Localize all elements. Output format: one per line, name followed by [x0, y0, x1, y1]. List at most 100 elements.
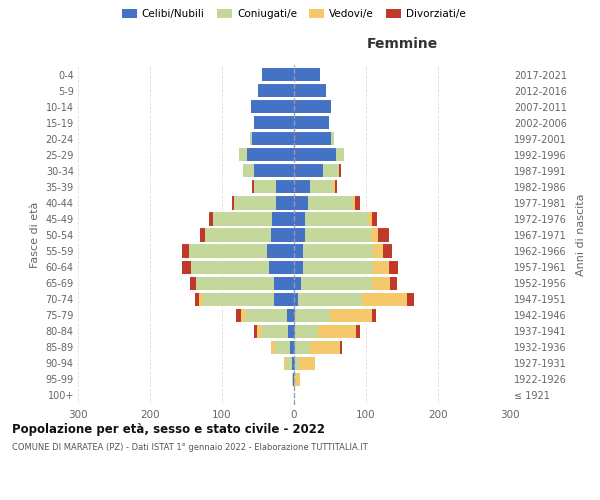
Bar	[199, 292, 203, 306]
Bar	[239, 148, 247, 162]
Legend: Celibi/Nubili, Coniugati/e, Vedovi/e, Divorziati/e: Celibi/Nubili, Coniugati/e, Vedovi/e, Di…	[118, 5, 470, 24]
Bar	[294, 100, 331, 114]
Bar	[372, 308, 376, 322]
Bar	[271, 340, 275, 354]
Bar	[295, 324, 319, 338]
Bar	[389, 260, 398, 274]
Bar	[293, 373, 294, 386]
Bar	[203, 292, 274, 306]
Bar	[232, 196, 234, 209]
Text: COMUNE DI MARATEA (PZ) - Dati ISTAT 1° gennaio 2022 - Elaborazione TUTTITALIA.IT: COMUNE DI MARATEA (PZ) - Dati ISTAT 1° g…	[12, 442, 368, 452]
Bar	[190, 276, 196, 289]
Bar	[407, 292, 413, 306]
Bar	[302, 260, 373, 274]
Text: Popolazione per età, sesso e stato civile - 2022: Popolazione per età, sesso e stato civil…	[12, 422, 325, 436]
Bar	[294, 164, 323, 177]
Bar	[294, 68, 320, 81]
Bar	[355, 196, 359, 209]
Bar	[290, 340, 294, 354]
Bar	[377, 228, 389, 241]
Bar	[294, 228, 305, 241]
Bar	[383, 244, 392, 258]
Bar	[294, 244, 302, 258]
Bar	[261, 324, 288, 338]
Bar	[205, 228, 271, 241]
Bar	[302, 244, 373, 258]
Bar	[333, 180, 335, 194]
Bar	[292, 373, 293, 386]
Bar	[294, 324, 295, 338]
Bar	[194, 292, 199, 306]
Bar	[182, 244, 189, 258]
Bar	[254, 116, 294, 130]
Bar	[288, 324, 294, 338]
Bar	[266, 244, 294, 258]
Bar	[295, 356, 299, 370]
Bar	[373, 244, 383, 258]
Bar	[245, 308, 287, 322]
Y-axis label: Fasce di età: Fasce di età	[30, 202, 40, 268]
Bar	[353, 196, 355, 209]
Bar	[294, 373, 295, 386]
Bar	[295, 340, 310, 354]
Bar	[275, 340, 290, 354]
Bar	[323, 164, 338, 177]
Bar	[200, 228, 205, 241]
Bar	[294, 340, 295, 354]
Bar	[305, 228, 371, 241]
Bar	[295, 373, 300, 386]
Text: Femmine: Femmine	[367, 38, 437, 52]
Bar	[294, 180, 310, 194]
Bar	[298, 292, 362, 306]
Bar	[286, 356, 292, 370]
Bar	[356, 324, 360, 338]
Bar	[251, 100, 294, 114]
Bar	[305, 212, 368, 226]
Bar	[362, 292, 407, 306]
Bar	[294, 84, 326, 97]
Bar	[234, 196, 276, 209]
Bar	[338, 164, 341, 177]
Bar	[254, 180, 276, 194]
Bar	[294, 116, 329, 130]
Bar	[236, 308, 241, 322]
Bar	[294, 260, 302, 274]
Bar	[274, 292, 294, 306]
Bar	[391, 276, 397, 289]
Bar	[243, 164, 254, 177]
Bar	[272, 212, 294, 226]
Bar	[373, 212, 377, 226]
Bar	[310, 180, 333, 194]
Bar	[294, 292, 298, 306]
Bar	[310, 340, 340, 354]
Bar	[250, 132, 252, 145]
Bar	[368, 212, 373, 226]
Bar	[274, 276, 294, 289]
Bar	[330, 308, 372, 322]
Bar	[262, 68, 294, 81]
Bar	[252, 132, 294, 145]
Bar	[258, 84, 294, 97]
Bar	[276, 196, 294, 209]
Bar	[294, 212, 305, 226]
Bar	[196, 276, 274, 289]
Bar	[372, 276, 391, 289]
Bar	[319, 324, 356, 338]
Bar	[287, 308, 294, 322]
Bar	[247, 148, 294, 162]
Bar	[182, 260, 191, 274]
Bar	[209, 212, 214, 226]
Bar	[241, 308, 245, 322]
Bar	[214, 212, 272, 226]
Bar	[257, 324, 261, 338]
Bar	[301, 276, 372, 289]
Bar	[308, 196, 353, 209]
Bar	[335, 180, 337, 194]
Bar	[276, 180, 294, 194]
Bar	[371, 228, 377, 241]
Bar	[284, 356, 286, 370]
Bar	[254, 164, 294, 177]
Bar	[331, 132, 334, 145]
Bar	[292, 356, 294, 370]
Bar	[252, 180, 254, 194]
